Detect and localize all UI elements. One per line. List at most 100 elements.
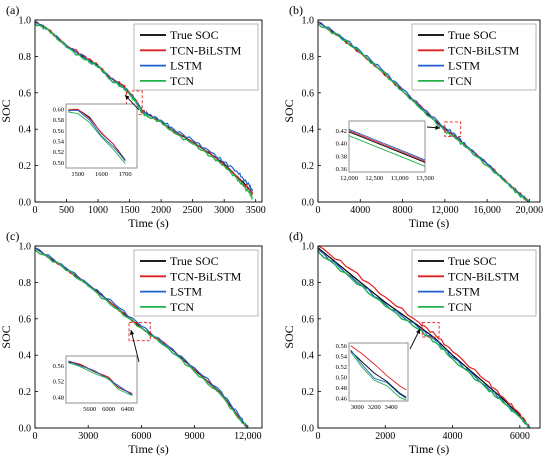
y-tick-label: 1.0 — [19, 242, 32, 253]
y-tick-label: 0.2 — [302, 387, 315, 398]
inset-series-tcn_bilstm — [68, 360, 133, 395]
y-tick-label: 1.0 — [302, 242, 315, 253]
x-axis-label: Time (s) — [409, 216, 450, 230]
inset-y-tick-label: 0.38 — [336, 153, 347, 160]
y-tick-label: 0.8 — [302, 278, 315, 289]
y-tick-label: 0.0 — [302, 198, 315, 209]
legend-label: True SOC — [448, 254, 497, 268]
plot-frame — [317, 19, 541, 203]
inset-series-tcn — [68, 362, 133, 397]
y-tick-label: 0.2 — [19, 387, 32, 398]
inset-y-tick-label: 0.52 — [53, 379, 64, 386]
inset-x-tick-label: 3200 — [368, 404, 381, 411]
panel-label: (d) — [289, 229, 303, 243]
inset-y-tick-label: 0.36 — [336, 166, 348, 173]
legend-label: LSTM — [448, 59, 480, 73]
legend-label: True SOC — [170, 254, 219, 268]
legend-label: TCN — [448, 300, 472, 314]
legend-label: LSTM — [170, 285, 202, 299]
inset-series-true_soc — [348, 131, 426, 163]
x-tick-label: 12,000 — [431, 205, 459, 216]
x-tick-label: 3000 — [214, 205, 234, 216]
x-tick-label: 12,000 — [234, 431, 262, 442]
y-tick-label: 0.2 — [302, 161, 315, 172]
y-axis-label: SOC — [282, 325, 296, 348]
panel-2: (c) 0 3000 6000 9000 12,000 0.0 0.2 0.4 0.6 0.8 1.0… — [0, 229, 263, 456]
y-tick-label: 0.8 — [302, 52, 315, 63]
inset-x-tick-label: 12,000 — [340, 175, 358, 182]
y-tick-label: 0.2 — [19, 161, 32, 172]
inset-series-tcn_bilstm — [68, 108, 126, 162]
y-tick-label: 0.6 — [302, 314, 315, 325]
y-tick-label: 0.0 — [302, 424, 315, 435]
legend-label: True SOC — [448, 28, 497, 42]
plot-frame — [34, 19, 263, 203]
y-tick-label: 0.6 — [19, 314, 32, 325]
series-line-tcn — [317, 251, 531, 429]
x-axis-label: Time (s) — [128, 216, 169, 230]
inset-series-lstm — [68, 360, 133, 396]
inset-x-tick-label: 1600 — [95, 171, 108, 178]
inset-y-tick-label: 0.50 — [336, 374, 347, 381]
x-tick-label: 6000 — [131, 431, 151, 442]
inset-series-tcn — [348, 135, 426, 167]
x-tick-label: 4000 — [443, 431, 463, 442]
y-tick-label: 0.8 — [19, 278, 32, 289]
inset-y-tick-label: 0.40 — [336, 141, 347, 148]
y-axis-label: SOC — [0, 325, 13, 348]
x-tick-label: 0 — [33, 205, 38, 216]
y-tick-label: 1.0 — [302, 16, 315, 27]
zoom-arrow — [130, 329, 140, 363]
inset-x-tick-label: 13,500 — [416, 175, 434, 182]
y-tick-label: 0.6 — [302, 88, 315, 99]
y-tick-label: 0.8 — [19, 52, 32, 63]
inset-y-tick-label: 0.42 — [336, 128, 347, 135]
y-tick-label: 0.0 — [19, 424, 32, 435]
zoom-region-box — [128, 321, 151, 342]
legend-label: TCN — [170, 300, 194, 314]
y-axis-label: SOC — [282, 99, 296, 122]
zoom-region-box — [444, 121, 462, 137]
series-line-tcn — [34, 23, 253, 200]
x-tick-label: 16,000 — [473, 205, 501, 216]
inset-x-tick-label: 5600 — [83, 406, 96, 413]
x-tick-label: 0 — [33, 431, 38, 442]
x-axis-label: Time (s) — [128, 442, 169, 456]
inset-y-tick-label: 0.58 — [53, 117, 64, 124]
inset-x-tick-label: 1500 — [71, 171, 84, 178]
y-tick-label: 1.0 — [19, 16, 32, 27]
y-tick-label: 0.4 — [302, 351, 315, 362]
inset-series-lstm — [68, 109, 126, 161]
panel-label: (a) — [6, 3, 19, 17]
panel-3: (d) 0 2000 4000 6000 0.0 0.2 0.4 0.6 0.8 1.0 Time (… — [282, 229, 541, 456]
series-line-tcn — [34, 249, 248, 429]
legend-label: True SOC — [170, 28, 219, 42]
y-tick-label: 0.4 — [302, 125, 315, 136]
inset-series-tcn — [68, 111, 126, 164]
x-tick-label: 2000 — [375, 431, 395, 442]
inset-y-tick-label: 0.52 — [336, 364, 347, 371]
zoom-arrowhead — [125, 95, 130, 100]
y-tick-label: 0.6 — [19, 88, 32, 99]
panel-label: (c) — [6, 229, 19, 243]
inset-y-tick-label: 0.56 — [336, 343, 348, 350]
x-tick-label: 8000 — [393, 205, 413, 216]
zoom-arrowhead — [416, 329, 420, 334]
inset-y-tick-label: 0.60 — [53, 107, 64, 114]
plot-frame — [317, 245, 541, 429]
x-tick-label: 1000 — [88, 205, 108, 216]
x-tick-label: 20,000 — [516, 205, 544, 216]
inset-series-tcn_bilstm — [350, 345, 407, 391]
legend-label: TCN — [170, 74, 194, 88]
x-tick-label: 9000 — [185, 431, 205, 442]
inset-y-tick-label: 0.52 — [53, 149, 64, 156]
inset-series-tcn — [350, 351, 407, 401]
inset-series-tcn_bilstm — [348, 130, 426, 162]
legend-label: TCN-BiLSTM — [170, 269, 242, 283]
y-axis-label: SOC — [0, 99, 13, 122]
inset-y-tick-label: 0.54 — [336, 353, 348, 360]
x-tick-label: 0 — [316, 205, 321, 216]
legend-label: TCN-BiLSTM — [448, 43, 520, 57]
inset-y-tick-label: 0.50 — [53, 160, 64, 167]
